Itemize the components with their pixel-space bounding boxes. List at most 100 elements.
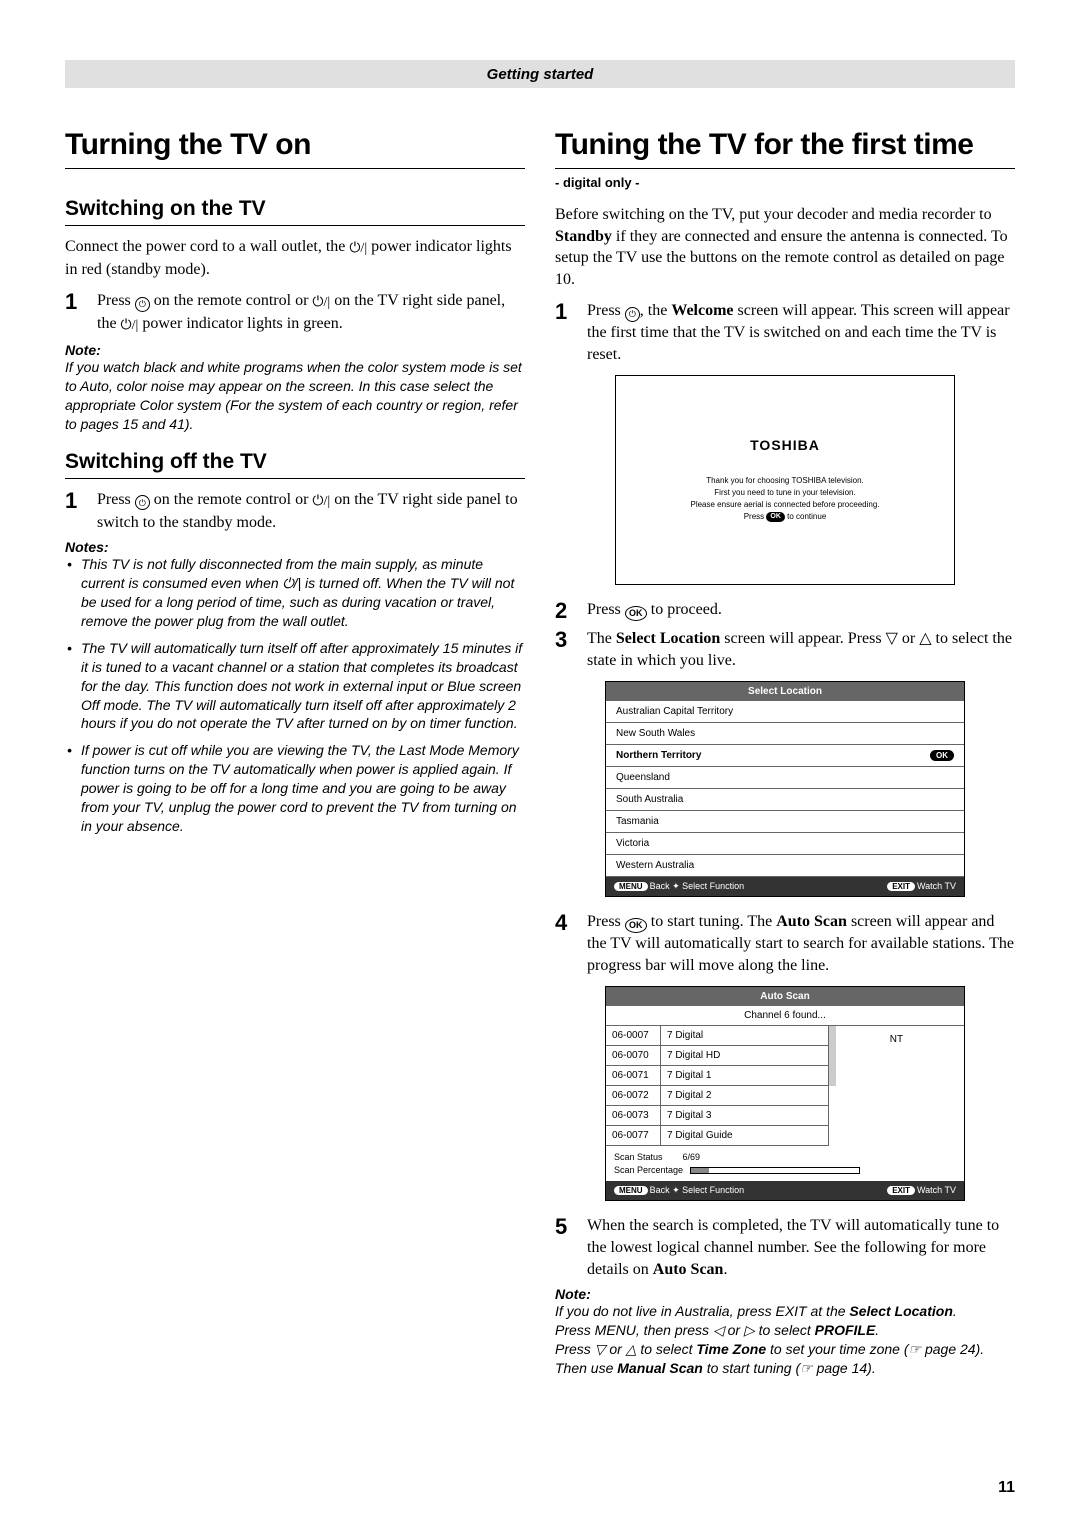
location-row: Northern TerritoryOK	[606, 745, 964, 767]
header-banner: Getting started	[65, 60, 1015, 88]
autoscan-bold: Auto Scan	[776, 913, 847, 930]
ok-badge-icon: OK	[930, 750, 954, 761]
ok-button-icon: OK	[625, 606, 647, 621]
switch-on-h2: Switching on the TV	[65, 197, 525, 226]
bold: Manual Scan	[617, 1360, 703, 1376]
autoscan-side: NT	[828, 1026, 964, 1146]
channel-name: 7 Digital HD	[661, 1046, 828, 1065]
location-label: Western Australia	[616, 860, 694, 871]
footer-left: MENUBack ✦ Select Function	[614, 881, 744, 892]
step-number: 1	[65, 489, 83, 533]
toshiba-logo: TOSHIBA	[750, 437, 820, 453]
autoscan-status: Scan Status 6/69 Scan Percentage	[606, 1146, 964, 1181]
progress-fill	[691, 1168, 709, 1173]
step-number: 1	[555, 300, 573, 365]
channel-name: 7 Digital 1	[661, 1066, 828, 1085]
channel-id: 06-0071	[606, 1066, 661, 1085]
text: Then use	[555, 1360, 617, 1376]
step-number: 4	[555, 911, 573, 976]
text: Scan Percentage	[614, 1165, 683, 1175]
exit-badge-icon: EXIT	[887, 1186, 915, 1195]
step-number: 1	[65, 290, 83, 336]
note-body: If you watch black and white programs wh…	[65, 358, 525, 434]
standby-bold: Standby	[555, 228, 612, 245]
text: Watch TV	[917, 1185, 956, 1195]
autoscan-sub: Channel 6 found...	[606, 1006, 964, 1026]
channel-row: 06-00727 Digital 2	[606, 1086, 828, 1106]
autoscan-title: Auto Scan	[606, 987, 964, 1006]
text: Press ▽ or △ to select	[555, 1341, 696, 1357]
welcome-screen: TOSHIBA Thank you for choosing TOSHIBA t…	[615, 375, 955, 585]
channel-row: 06-00717 Digital 1	[606, 1066, 828, 1086]
step-text: The Select Location screen will appear. …	[587, 628, 1015, 671]
note-line: Press ▽ or △ to select Time Zone to set …	[555, 1340, 1015, 1359]
location-label: Australian Capital Territory	[616, 706, 733, 717]
power-icon: ⏻/|	[121, 317, 139, 336]
location-row: Australian Capital Territory	[606, 701, 964, 723]
channel-id: 06-0007	[606, 1026, 661, 1045]
note-line: Press MENU, then press ◁ or ▷ to select …	[555, 1321, 1015, 1340]
text: to continue	[787, 512, 826, 521]
bold: PROFILE	[815, 1322, 876, 1338]
switch-on-step1: 1 Press ⏻ on the remote control or ⏻/| o…	[65, 290, 525, 336]
channel-id: 06-0070	[606, 1046, 661, 1065]
text: .	[875, 1322, 879, 1338]
power-icon: ⏻/|	[312, 294, 330, 313]
location-row: Victoria	[606, 833, 964, 855]
scan-percent-line: Scan Percentage	[614, 1164, 956, 1177]
text: if they are connected and ensure the ant…	[555, 228, 1008, 288]
menu-badge-icon: MENU	[614, 1186, 648, 1195]
switch-off-h2: Switching off the TV	[65, 450, 525, 479]
ok-pill-icon: OK	[766, 512, 785, 523]
page-number: 11	[998, 1479, 1015, 1497]
select-location-screen: Select Location Australian Capital Terri…	[605, 681, 965, 897]
note-item: This TV is not fully disconnected from t…	[65, 555, 525, 631]
text: Scan Status	[614, 1152, 663, 1162]
welcome-line: Thank you for choosing TOSHIBA televisio…	[690, 475, 879, 487]
text: screen will appear. This screen will app…	[587, 302, 1010, 362]
left-column: Turning the TV on Switching on the TV Co…	[65, 128, 525, 1378]
channel-row: 06-00777 Digital Guide	[606, 1126, 828, 1146]
two-column-layout: Turning the TV on Switching on the TV Co…	[65, 128, 1015, 1378]
bold: Select Location	[849, 1303, 952, 1319]
text: If you do not live in Australia, press E…	[555, 1303, 849, 1319]
text: Watch TV	[917, 881, 956, 891]
note-item: If power is cut off while you are viewin…	[65, 741, 525, 835]
channel-name: 7 Digital 3	[661, 1106, 828, 1125]
autoscan-table: 06-00077 Digital06-00707 Digital HD06-00…	[606, 1026, 828, 1146]
channel-row: 06-00077 Digital	[606, 1026, 828, 1046]
channel-id: 06-0077	[606, 1126, 661, 1145]
text: The	[587, 630, 616, 647]
text: 6/69	[683, 1152, 701, 1162]
power-icon: ⏻/|	[312, 493, 330, 512]
step-number: 3	[555, 628, 573, 671]
text: .	[953, 1303, 957, 1319]
channel-row: 06-00737 Digital 3	[606, 1106, 828, 1126]
autoscan-screen: Auto Scan Channel 6 found... 06-00077 Di…	[605, 986, 965, 1201]
channel-row: 06-00707 Digital HD	[606, 1046, 828, 1066]
text: to start tuning (☞ page 14).	[703, 1360, 876, 1376]
welcome-line: Press OK to continue	[690, 511, 879, 523]
remote-power-icon: ⏻	[135, 495, 150, 510]
select-location-title: Select Location	[606, 682, 964, 701]
notes-list: This TV is not fully disconnected from t…	[65, 555, 525, 835]
right-intro: Before switching on the TV, put your dec…	[555, 204, 1015, 290]
region-label: NT	[890, 1034, 903, 1045]
text: Press MENU, then press ◁ or ▷ to select	[555, 1322, 815, 1338]
right-column: Tuning the TV for the first time - digit…	[555, 128, 1015, 1378]
screen-footer: MENUBack ✦ Select Function EXITWatch TV	[606, 1181, 964, 1200]
welcome-line: First you need to tune in your televisio…	[690, 487, 879, 499]
right-step2: 2 Press OK to proceed.	[555, 599, 1015, 622]
right-step5: 5 When the search is completed, the TV w…	[555, 1215, 1015, 1280]
text: .	[723, 1261, 727, 1278]
ok-button-icon: OK	[625, 918, 647, 933]
notes-heading: Notes:	[65, 539, 525, 555]
location-row: Western Australia	[606, 855, 964, 877]
remote-power-icon: ⏻	[625, 307, 640, 322]
channel-name: 7 Digital Guide	[661, 1126, 828, 1145]
text: Back ✦ Select Function	[650, 881, 745, 891]
autoscan-body: 06-00077 Digital06-00707 Digital HD06-00…	[606, 1026, 964, 1146]
bold: Time Zone	[696, 1341, 766, 1357]
location-label: Victoria	[616, 838, 649, 849]
step-text: Press OK to proceed.	[587, 599, 1015, 622]
